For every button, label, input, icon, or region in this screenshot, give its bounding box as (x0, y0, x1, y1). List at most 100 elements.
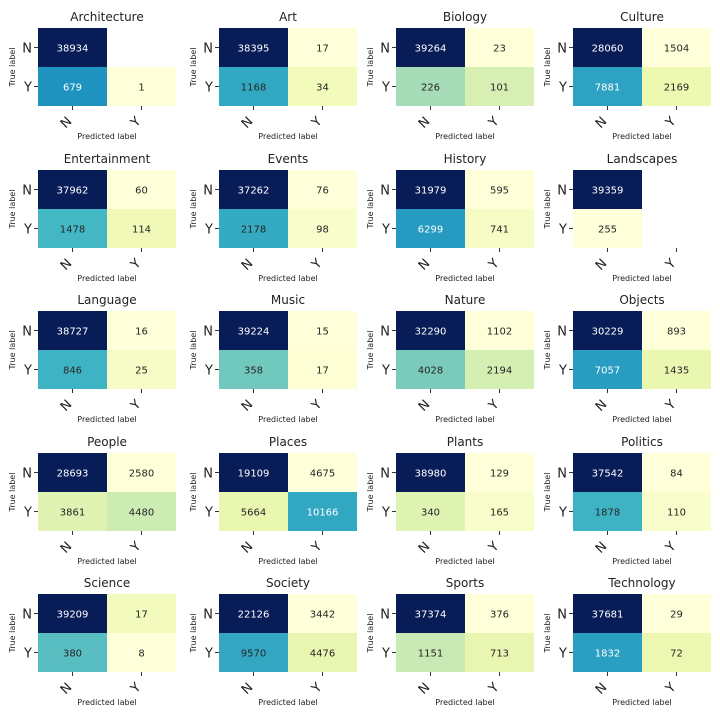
heatmap-cell (38, 209, 107, 248)
y-tick-label: N (557, 42, 567, 57)
y-tick-label: Y (204, 647, 213, 662)
y-axis-label: True label (543, 190, 552, 230)
heatmap-cell (465, 594, 534, 633)
cell-value-label: 32290 (415, 327, 447, 338)
cell-value-label: 72 (670, 649, 683, 660)
subplot-title: Language (77, 293, 136, 307)
heatmap-cell (465, 350, 534, 389)
cell-value-label: 30229 (592, 327, 624, 338)
heatmap-cell (642, 492, 711, 531)
x-tick-label: Y (127, 397, 144, 414)
cell-value-label: 38934 (57, 44, 89, 55)
cell-value-label: 4480 (129, 508, 154, 519)
heatmap-cell (288, 594, 357, 633)
heatmap-cell (465, 633, 534, 672)
subplot-title: Society (266, 576, 310, 590)
cell-value-label: 17 (135, 610, 148, 621)
cell-value-label: 1878 (595, 508, 620, 519)
cell-value-label: 1102 (487, 327, 512, 338)
heatmap-cell (573, 28, 642, 67)
x-axis-label: Predicted label (612, 132, 671, 141)
heatmap-cell (288, 170, 357, 209)
cell-value-label: 9570 (241, 649, 266, 660)
x-tick-label: Y (127, 114, 144, 131)
y-tick-label: N (380, 42, 390, 57)
subplot-title: Architecture (70, 10, 143, 24)
subplot-title: Events (268, 152, 309, 166)
subplot-title: People (87, 435, 127, 449)
heatmap-cell (642, 633, 711, 672)
x-axis-label: Predicted label (258, 274, 317, 283)
heatmap-cell (573, 209, 642, 248)
cell-value-label: 10166 (307, 508, 339, 519)
heatmap-cell (396, 67, 465, 106)
x-axis-label: Predicted label (258, 557, 317, 566)
y-tick-label: N (203, 608, 213, 623)
x-tick-label: Y (308, 397, 325, 414)
heatmap-cell (38, 170, 107, 209)
x-tick-label: Y (662, 256, 679, 273)
cell-value-label: 2169 (664, 83, 689, 94)
cell-value-label: 255 (598, 225, 617, 236)
heatmap-cell (396, 350, 465, 389)
x-axis-label: Predicted label (435, 557, 494, 566)
cell-value-label: 39224 (238, 327, 270, 338)
x-axis-label: Predicted label (612, 415, 671, 424)
y-tick-label: Y (558, 364, 567, 379)
subplot-title: Politics (621, 435, 663, 449)
x-tick-label: N (416, 397, 433, 414)
y-axis-label: True label (366, 48, 375, 88)
y-axis-label: True label (189, 614, 198, 654)
heatmap-cell (107, 170, 176, 209)
x-tick-label: N (416, 539, 433, 556)
cell-value-label: 2194 (487, 366, 512, 377)
y-axis-label: True label (8, 190, 17, 230)
heatmap-cell (107, 453, 176, 492)
heatmap-cell (465, 67, 534, 106)
y-axis-label: True label (8, 331, 17, 371)
cell-value-label: 6299 (418, 225, 443, 236)
x-axis-label: Predicted label (77, 274, 136, 283)
cell-value-label: 893 (667, 327, 686, 338)
heatmap-cell (219, 594, 288, 633)
heatmap-cell (38, 311, 107, 350)
y-tick-label: N (380, 184, 390, 199)
heatmap-cell (107, 311, 176, 350)
x-tick-label: N (58, 256, 75, 273)
x-axis-label: Predicted label (435, 698, 494, 707)
x-tick-label: N (239, 114, 256, 131)
subplot-title: Art (279, 10, 297, 24)
cell-value-label: 101 (490, 83, 509, 94)
x-tick-label: Y (662, 539, 679, 556)
cell-value-label: 741 (490, 225, 509, 236)
cell-value-label: 380 (63, 649, 82, 660)
cell-value-label: 39359 (592, 186, 624, 197)
x-tick-label: N (239, 256, 256, 273)
x-tick-label: N (58, 114, 75, 131)
heatmap-cell (107, 594, 176, 633)
x-tick-label: Y (662, 397, 679, 414)
x-axis-label: Predicted label (435, 274, 494, 283)
cell-value-label: 7057 (595, 366, 620, 377)
y-tick-label: N (380, 467, 390, 482)
x-tick-label: Y (485, 680, 502, 697)
cell-value-label: 1 (138, 83, 144, 94)
y-axis-label: True label (189, 48, 198, 88)
x-tick-label: Y (308, 256, 325, 273)
cell-value-label: 376 (490, 610, 509, 621)
cell-value-label: 98 (316, 225, 329, 236)
x-tick-label: N (239, 539, 256, 556)
heatmap-cell (396, 311, 465, 350)
heatmap-cell (396, 453, 465, 492)
cell-value-label: 358 (244, 366, 263, 377)
heatmap-cell (38, 350, 107, 389)
cell-value-label: 37374 (415, 610, 447, 621)
y-tick-label: N (22, 42, 32, 57)
heatmap-cell (219, 350, 288, 389)
y-axis-label: True label (543, 331, 552, 371)
cell-value-label: 17 (316, 366, 329, 377)
x-tick-label: Y (485, 539, 502, 556)
heatmap-cell (642, 28, 711, 67)
y-tick-label: Y (558, 506, 567, 521)
subplot-title: Sports (446, 576, 484, 590)
